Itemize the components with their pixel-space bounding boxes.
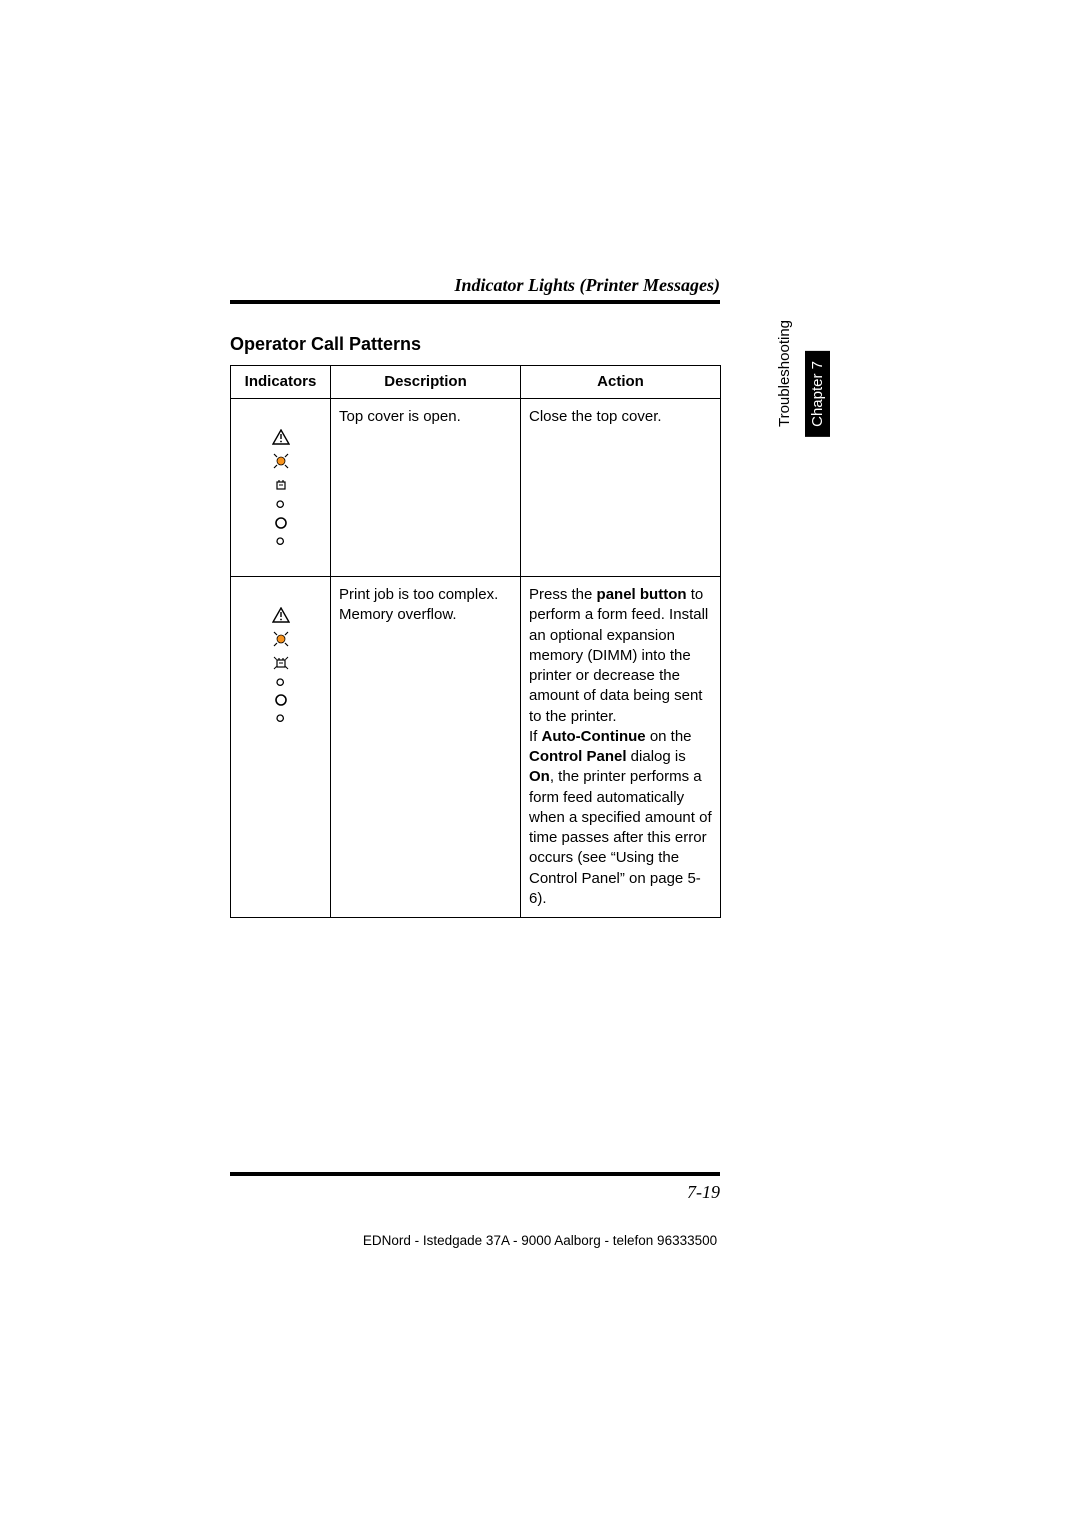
indicator-stack	[271, 607, 291, 724]
indicator-stack	[271, 429, 291, 546]
indicators-cell	[231, 577, 331, 918]
section-title: Operator Call Patterns	[230, 334, 720, 355]
content-area: Indicator Lights (Printer Messages) Oper…	[230, 275, 720, 918]
action-cell: Press the panel button to perform a form…	[521, 577, 721, 918]
col-header-indicators: Indicators	[231, 366, 331, 399]
operator-call-table: Indicators Description Action Top cover …	[230, 365, 721, 918]
col-header-description: Description	[331, 366, 521, 399]
tab-chapter: Chapter 7	[805, 351, 830, 437]
description-cell: Top cover is open.	[331, 399, 521, 577]
page-number: 7-19	[230, 1182, 720, 1203]
side-tabs: Troubleshooting Chapter 7	[772, 310, 830, 437]
table-row: Top cover is open.Close the top cover.	[231, 399, 721, 577]
running-header: Indicator Lights (Printer Messages)	[230, 275, 720, 300]
footer-rule	[230, 1172, 720, 1176]
action-cell: Close the top cover.	[521, 399, 721, 577]
footer-area: 7-19	[230, 1172, 720, 1203]
page: Indicator Lights (Printer Messages) Oper…	[0, 0, 1080, 1528]
indicators-cell	[231, 399, 331, 577]
table-row: Print job is too complex.Memory overflow…	[231, 577, 721, 918]
tab-troubleshooting: Troubleshooting	[772, 310, 797, 437]
col-header-action: Action	[521, 366, 721, 399]
header-rule	[230, 300, 720, 304]
imprint-line: EDNord - Istedgade 37A - 9000 Aalborg - …	[0, 1233, 1080, 1248]
table-body: Top cover is open.Close the top cover.Pr…	[231, 399, 721, 918]
description-cell: Print job is too complex.Memory overflow…	[331, 577, 521, 918]
table-header-row: Indicators Description Action	[231, 366, 721, 399]
